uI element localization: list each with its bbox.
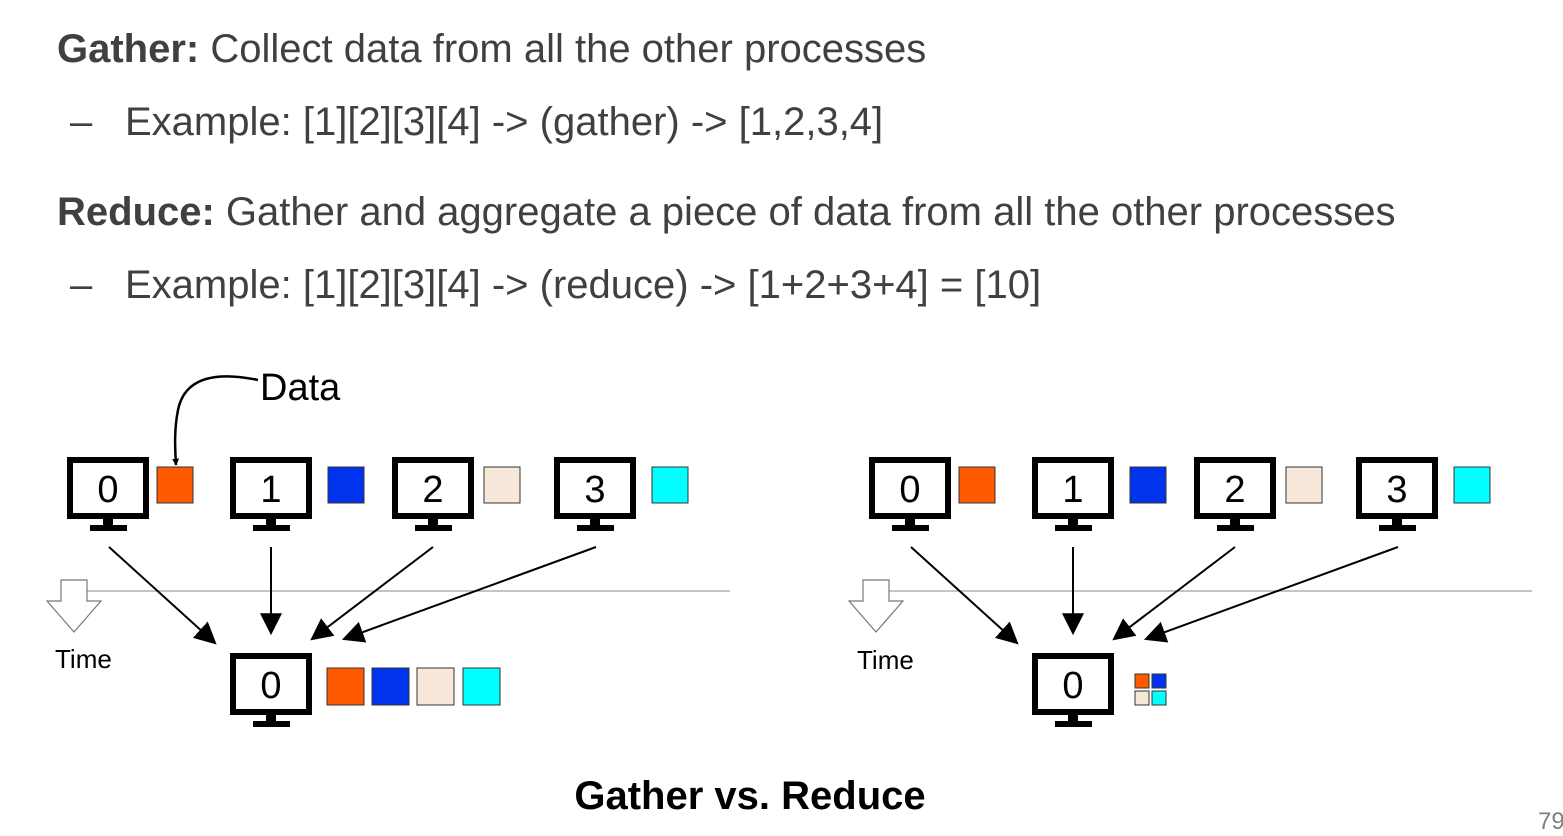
time-arrow-icon (47, 580, 101, 632)
data-block-p3 (1454, 467, 1490, 503)
data-block-p0 (959, 467, 995, 503)
gathered-block-p0 (327, 668, 364, 705)
data-block-p2 (1286, 467, 1322, 503)
monitor-base (253, 525, 290, 531)
process-1-monitor-icon: 1 (1035, 460, 1111, 531)
reduced-block-p2 (1135, 691, 1149, 705)
process-id-label: 3 (1386, 469, 1407, 511)
figure-caption: Gather vs. Reduce (0, 772, 1500, 820)
monitor-base (1055, 525, 1092, 531)
send-arrow-p0 (911, 547, 1017, 643)
gathered-block-p3 (463, 668, 500, 705)
monitor-base (90, 525, 127, 531)
data-label: Data (260, 367, 341, 409)
process-id-label: 0 (97, 469, 118, 511)
monitor-base (415, 525, 452, 531)
root-monitor-icon: 0 (1035, 656, 1111, 727)
monitor-base (892, 525, 929, 531)
process-id-label: 0 (260, 665, 281, 707)
process-id-label: 0 (1062, 665, 1083, 707)
data-callout-arrow (175, 376, 258, 465)
process-0-monitor-icon: 0 (872, 460, 948, 531)
reduce-panel: Time 0 1 2 3 0 (849, 460, 1532, 727)
process-id-label: 1 (1062, 469, 1083, 511)
process-2-monitor-icon: 2 (395, 460, 471, 531)
send-arrow-p2 (312, 547, 433, 639)
data-block-p3 (652, 467, 688, 503)
process-id-label: 0 (899, 469, 920, 511)
data-block-p1 (328, 467, 364, 503)
gathered-block-p2 (417, 668, 454, 705)
process-id-label: 2 (1224, 469, 1245, 511)
process-id-label: 3 (584, 469, 605, 511)
time-arrow-icon (849, 580, 903, 632)
reduced-block-p0 (1135, 674, 1149, 688)
reduced-block-p1 (1152, 674, 1166, 688)
root-monitor-icon: 0 (233, 656, 309, 727)
process-1-monitor-icon: 1 (233, 460, 309, 531)
process-id-label: 2 (422, 469, 443, 511)
monitor-base (253, 721, 290, 727)
process-3-monitor-icon: 3 (557, 460, 633, 531)
time-label: Time (857, 645, 914, 675)
data-block-p1 (1130, 467, 1166, 503)
send-arrow-p3 (344, 547, 596, 639)
monitor-base (1379, 525, 1416, 531)
monitor-base (1217, 525, 1254, 531)
process-0-monitor-icon: 0 (70, 460, 146, 531)
process-id-label: 1 (260, 469, 281, 511)
data-callout: Data (175, 367, 341, 465)
page-number: 79 (1538, 808, 1563, 836)
gathered-block-p1 (372, 668, 409, 705)
send-arrow-p2 (1114, 547, 1235, 639)
monitor-base (577, 525, 614, 531)
gather-panel: Time 0 1 2 3 0 (47, 460, 730, 727)
monitor-base (1055, 721, 1092, 727)
process-3-monitor-icon: 3 (1359, 460, 1435, 531)
reduced-block-p3 (1152, 691, 1166, 705)
send-arrow-p0 (109, 547, 215, 643)
data-block-p0 (157, 467, 193, 503)
process-2-monitor-icon: 2 (1197, 460, 1273, 531)
send-arrow-p3 (1146, 547, 1398, 639)
time-label: Time (55, 644, 112, 674)
data-block-p2 (484, 467, 520, 503)
